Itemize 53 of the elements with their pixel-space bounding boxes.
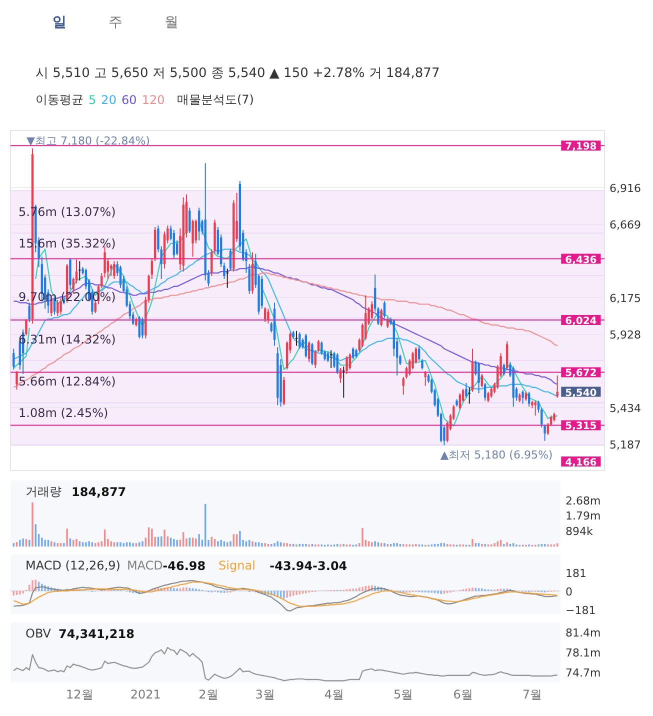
text: 5,540 [565, 388, 597, 399]
y-tick-label: 181 [566, 566, 586, 580]
ref-line-label: 6,024 [565, 316, 597, 327]
annotation: -46.98 [162, 559, 206, 573]
text: 매물분석도(7) [176, 92, 254, 106]
band-label: 1.08m (2.45%) [18, 406, 108, 420]
y-tick-label: 1.79m [566, 510, 601, 523]
series-label: Signal [218, 558, 256, 572]
text: 일 [52, 14, 66, 30]
annotation: 184,877 [72, 485, 126, 499]
legend-title: 이동평균 [36, 92, 84, 106]
x-tick-label: 2021 [130, 688, 161, 702]
band-label: 5.66m (12.84%) [18, 374, 116, 389]
y-tick-label: 6,916 [610, 182, 641, 196]
y-tick-label: 5,187 [610, 438, 641, 452]
y-tick-label: 0 [566, 585, 572, 598]
ref-line-label: 5,315 [565, 421, 597, 432]
ref-line-label: 7,198 [565, 142, 597, 153]
x-tick-label: 4월 [324, 688, 344, 702]
text: 4,166 [565, 458, 597, 468]
ref-line-label: 6,436 [565, 254, 597, 266]
y-tick-label: 5,434 [610, 402, 641, 416]
text: 월 [164, 14, 178, 30]
x-tick-label: 3월 [255, 688, 275, 702]
y-tick-label: 894k [566, 524, 594, 538]
text: 20 [101, 93, 116, 107]
y-tick-label: 81.4m [566, 626, 601, 640]
annotation: ▲최저 5,180 (6.95%) [440, 448, 553, 462]
chart-title: MACD (12,26,9) [26, 558, 120, 572]
y-tick-label: 6,175 [610, 292, 641, 306]
y-tick-label: 2.68m [566, 494, 601, 508]
y-tick-label: 6,669 [610, 218, 641, 232]
y-tick-label: 74.7m [566, 666, 601, 680]
x-tick-label: 12월 [66, 688, 94, 702]
y-tick-label: −181 [566, 604, 596, 617]
annotation: ▼최고 7,180 (-22.84%) [26, 134, 150, 148]
ref-line-label: 5,672 [565, 368, 597, 380]
chart-title: 거래량 [26, 484, 62, 498]
annotation: 74,341,218 [58, 627, 134, 641]
x-tick-label: 5월 [394, 688, 414, 702]
x-tick-label: 2월 [198, 688, 218, 702]
text: 60 [122, 93, 137, 107]
x-tick-label: 7월 [522, 688, 542, 702]
text: 120 [142, 93, 165, 107]
y-tick-label: 5,928 [610, 328, 641, 342]
chart-subtitle: 시 5,510 고 5,650 저 5,500 종 5,540 ▲ 150 +2.78% 거 184,877 [36, 66, 440, 81]
text: 주 [108, 14, 122, 30]
x-tick-label: 6월 [453, 688, 473, 702]
y-tick-label: 78.1m [566, 646, 601, 660]
annotation: -43.94-3.04 [270, 559, 348, 573]
text: 5 [88, 93, 96, 107]
chart-title: OBV [26, 626, 52, 640]
series-label: MACD [126, 558, 163, 572]
